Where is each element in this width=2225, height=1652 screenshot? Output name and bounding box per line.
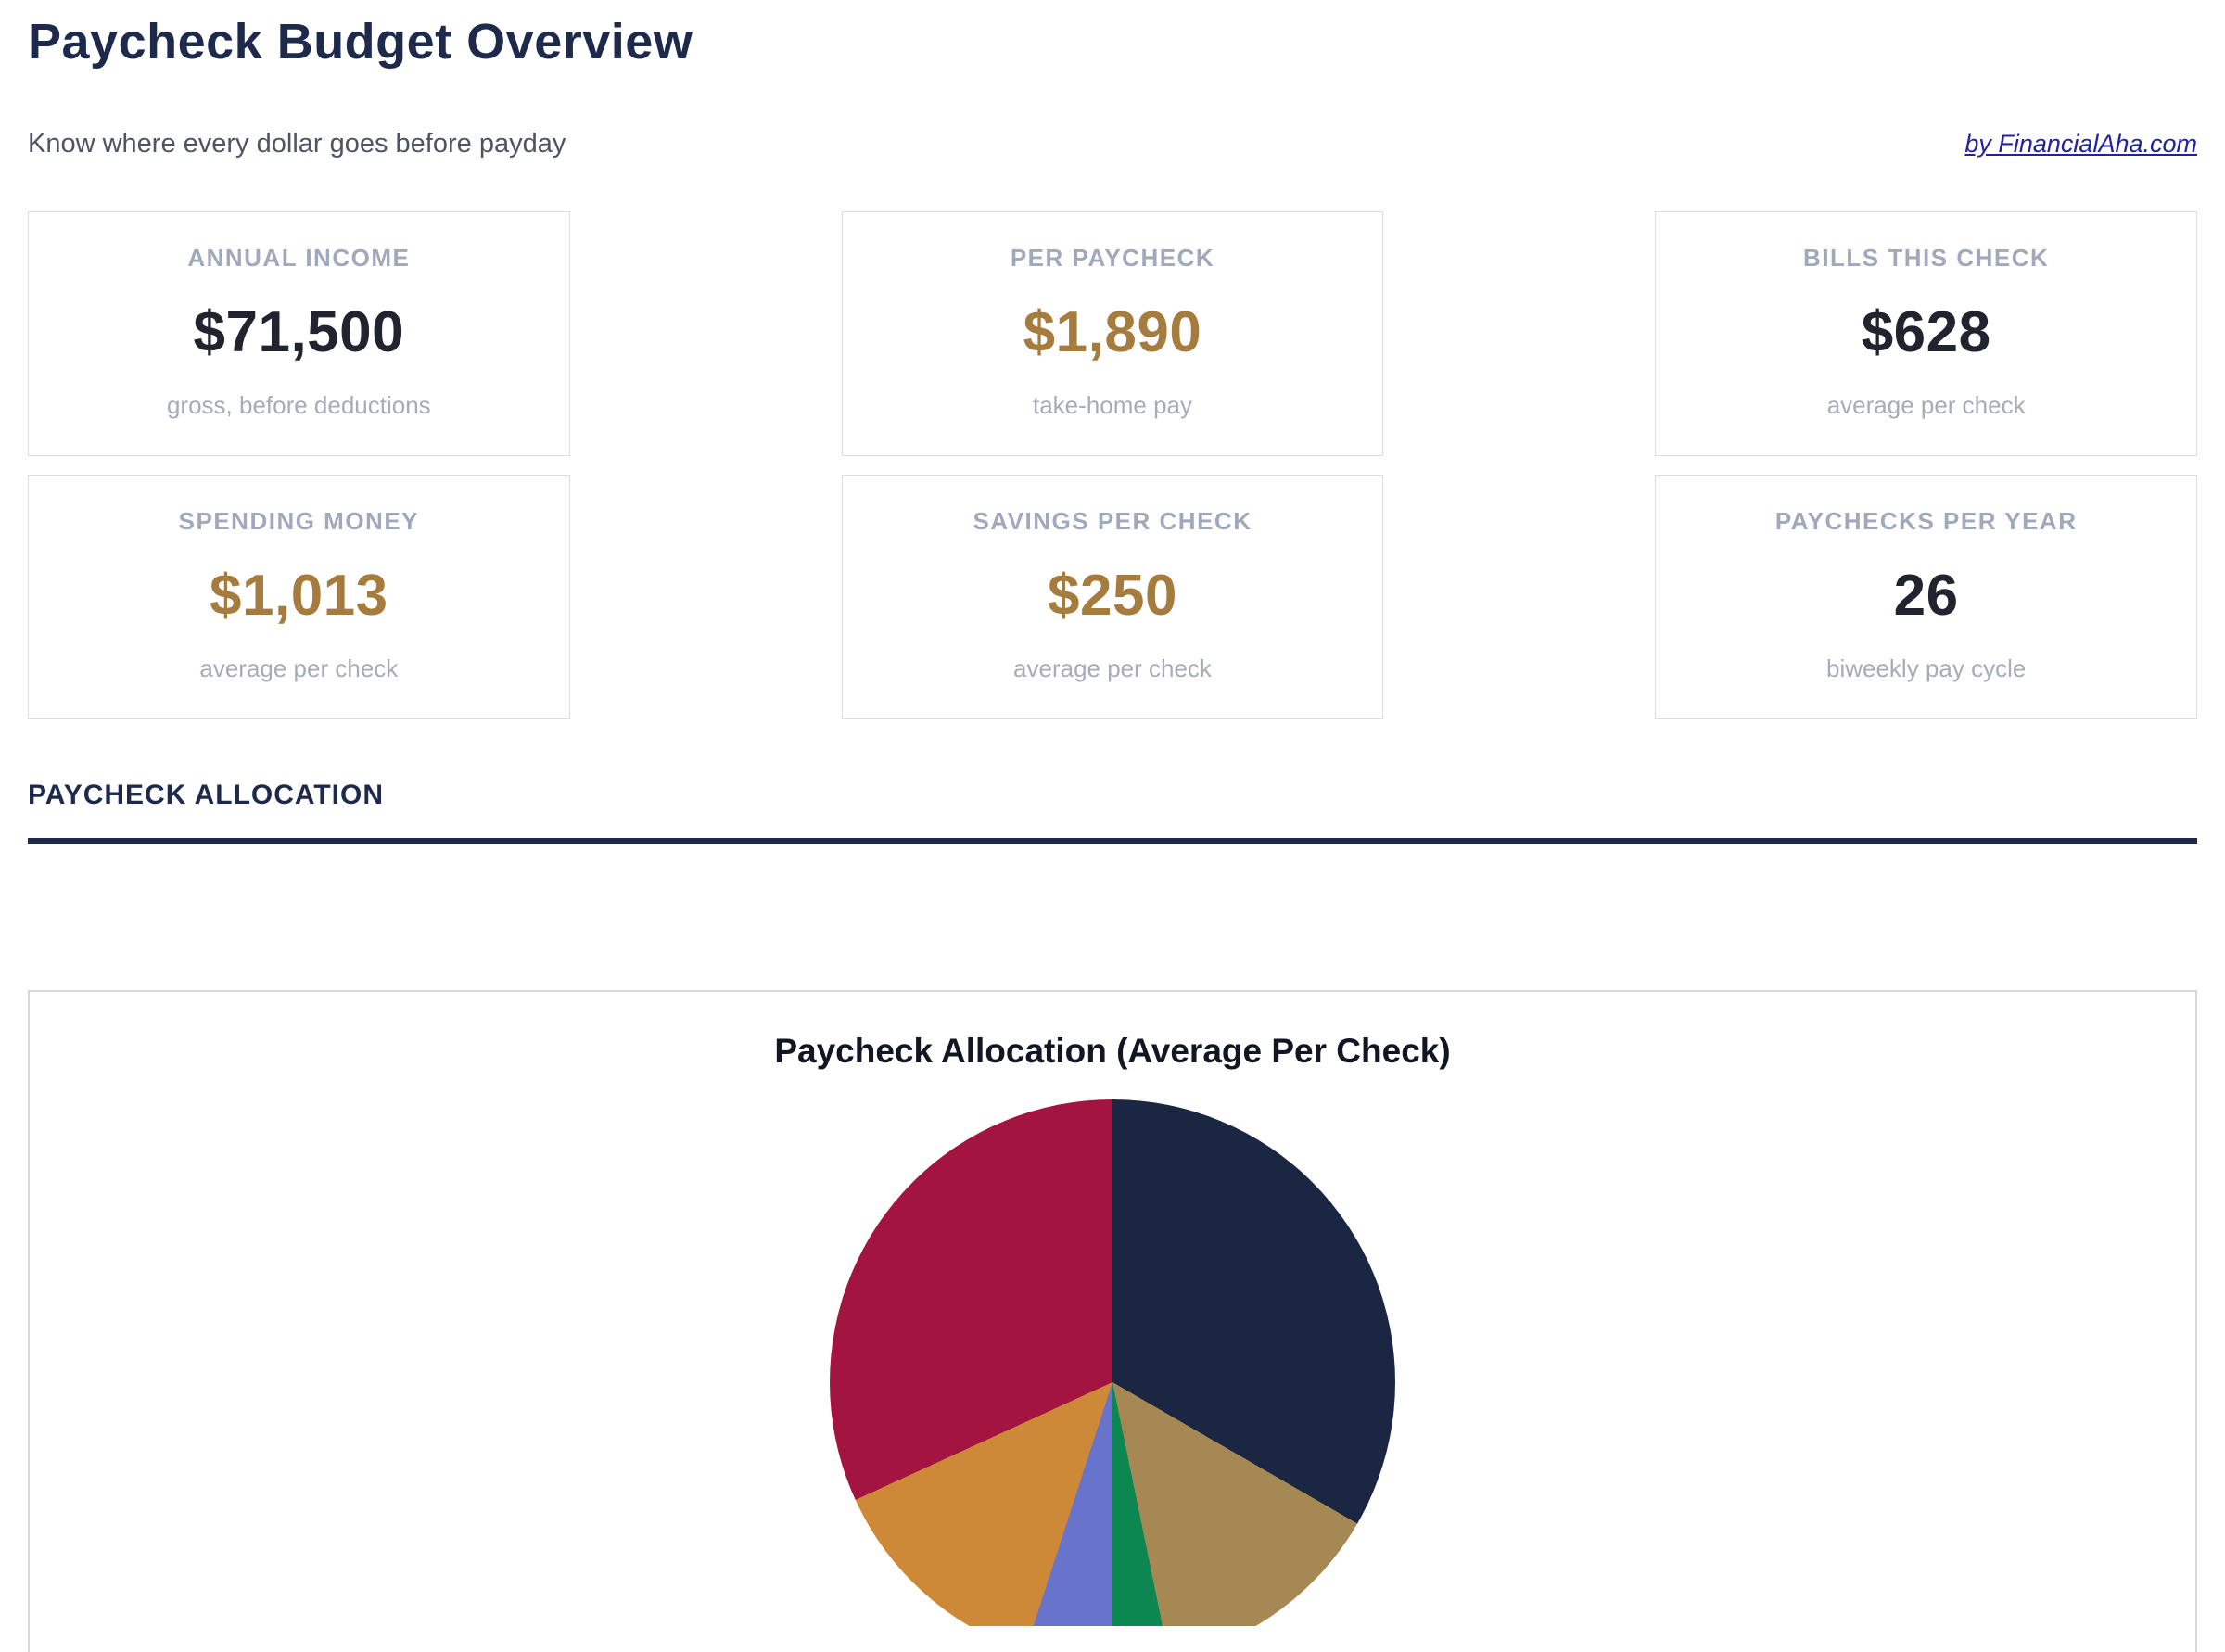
stats-grid: ANNUAL INCOME $71,500 gross, before dedu… — [28, 211, 2197, 719]
allocation-chart-card: Paycheck Allocation (Average Per Check) — [28, 990, 2197, 1652]
stat-value: $71,500 — [193, 299, 405, 364]
section-header: PAYCHECK ALLOCATION — [28, 779, 2197, 844]
section-heading-paycheck-allocation: PAYCHECK ALLOCATION — [28, 780, 385, 810]
stat-subtext: take-home pay — [1033, 391, 1192, 419]
stat-label: BILLS THIS CHECK — [1803, 244, 2050, 272]
financialaha-link[interactable]: by FinancialAha.com — [1964, 130, 2197, 158]
subtitle-row: Know where every dollar goes before payd… — [28, 128, 2197, 159]
stat-label: SAVINGS PER CHECK — [973, 507, 1252, 535]
stat-card-annual-income: ANNUAL INCOME $71,500 gross, before dedu… — [28, 211, 570, 456]
stat-card-savings-per-check: SAVINGS PER CHECK $250 average per check — [841, 475, 1384, 719]
stat-card-per-paycheck: PER PAYCHECK $1,890 take-home pay — [841, 211, 1384, 456]
pie-chart — [830, 1099, 1395, 1626]
stat-value: $628 — [1861, 299, 1991, 364]
stat-label: PAYCHECKS PER YEAR — [1774, 507, 2078, 535]
stat-value: $1,890 — [1023, 299, 1202, 364]
stat-subtext: average per check — [1013, 654, 1212, 682]
stat-card-spending-money: SPENDING MONEY $1,013 average per check — [28, 475, 570, 719]
stat-label: PER PAYCHECK — [1010, 244, 1215, 272]
stat-label: ANNUAL INCOME — [187, 244, 411, 272]
stat-value: $1,013 — [210, 563, 388, 628]
stat-subtext: gross, before deductions — [166, 391, 431, 419]
stat-subtext: average per check — [1826, 391, 2026, 419]
stat-value: $250 — [1048, 563, 1177, 628]
stat-value: 26 — [1893, 563, 1959, 628]
stat-subtext: biweekly pay cycle — [1826, 654, 2027, 682]
chart-title: Paycheck Allocation (Average Per Check) — [774, 1032, 1451, 1070]
page-subtitle: Know where every dollar goes before payd… — [28, 129, 566, 159]
stat-label: SPENDING MONEY — [178, 507, 420, 535]
stat-card-bills-this-check: BILLS THIS CHECK $628 average per check — [1655, 211, 2197, 456]
stat-subtext: average per check — [199, 654, 399, 682]
page-title: Paycheck Budget Overview — [28, 14, 693, 70]
pie-chart-clip-area — [30, 1099, 2195, 1626]
stat-card-paychecks-per-year: PAYCHECKS PER YEAR 26 biweekly pay cycle — [1655, 475, 2197, 719]
